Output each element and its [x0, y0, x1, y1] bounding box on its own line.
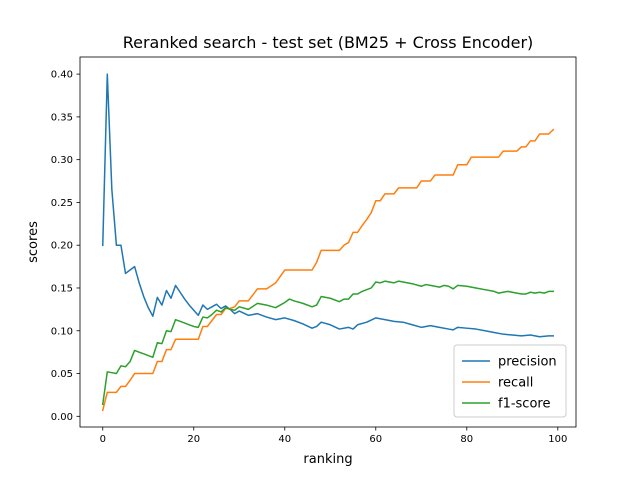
y-tick-label: 0.10 — [51, 326, 73, 337]
x-tick-label: 80 — [460, 434, 473, 445]
y-tick-label: 0.35 — [51, 112, 73, 123]
y-tick-label: 0.30 — [51, 155, 73, 166]
y-tick-label: 0.05 — [51, 369, 73, 380]
x-tick-label: 60 — [369, 434, 382, 445]
x-tick-label: 0 — [100, 434, 106, 445]
x-tick-label: 20 — [187, 434, 200, 445]
y-tick-label: 0.20 — [51, 241, 73, 252]
axes-frame — [79, 56, 577, 428]
legend: precision recall f1-score — [453, 344, 567, 418]
legend-label-f1-score: f1-score — [498, 397, 550, 412]
plot-area — [101, 73, 555, 412]
legend-label-recall: recall — [498, 376, 533, 391]
y-tick-label: 0.00 — [51, 412, 73, 423]
x-tick-label: 40 — [278, 434, 291, 445]
series-line-precision — [101, 73, 554, 338]
legend-label-precision: precision — [498, 355, 557, 370]
series-line-recall — [101, 128, 555, 412]
y-tick-label: 0.15 — [51, 283, 73, 294]
y-tick-label: 0.25 — [51, 198, 73, 209]
y-tick-label: 0.40 — [51, 70, 73, 81]
series-line-f1-score — [101, 280, 554, 406]
axes: 0 20 40 60 80 100 0.00 0.05 0.10 0.15 0.20 0.25 0.30… — [51, 56, 577, 445]
chart-title: Reranked search - test set (BM25 + Cross… — [123, 33, 534, 52]
x-tick-label: 100 — [548, 434, 567, 445]
y-axis-label: scores — [26, 221, 41, 263]
legend-box — [453, 344, 567, 418]
x-axis-label: ranking — [303, 452, 352, 467]
